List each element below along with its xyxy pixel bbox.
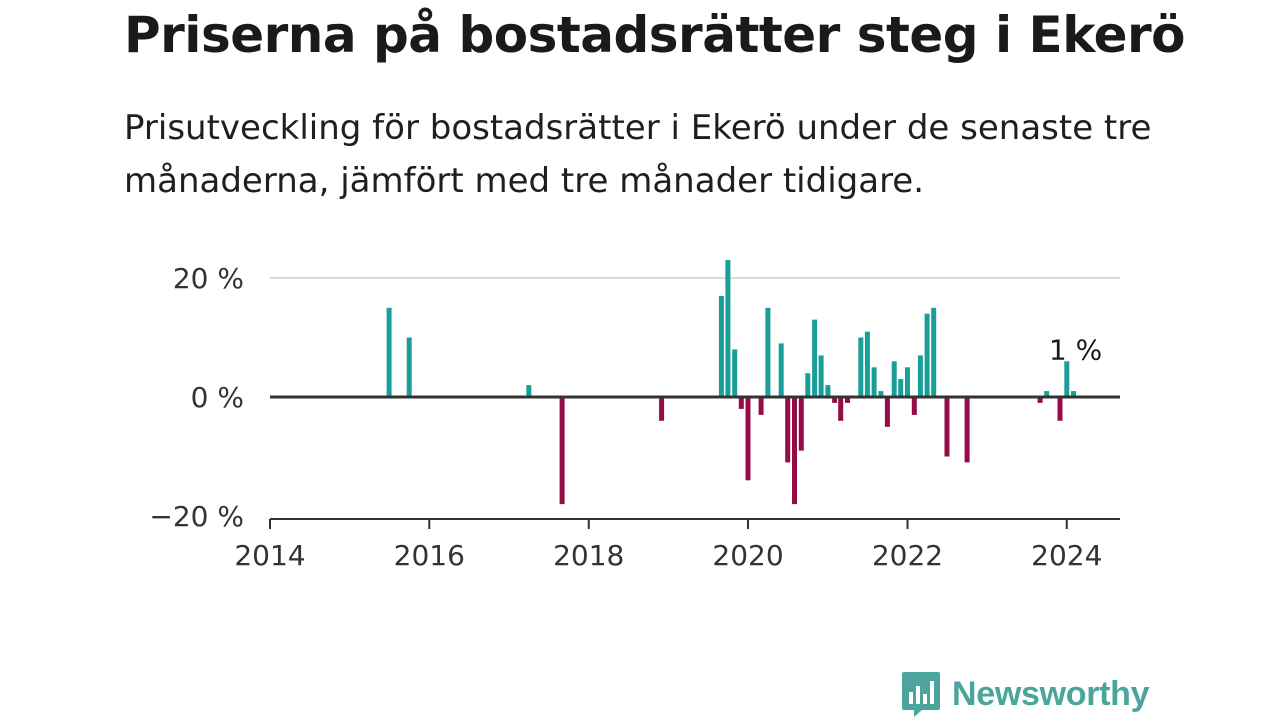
chart-subtitle: Prisutveckling för bostadsrätter i Ekerö… — [124, 108, 1152, 201]
bar — [792, 397, 797, 505]
bar — [871, 367, 877, 398]
bar — [812, 319, 818, 397]
bar — [745, 397, 751, 481]
bar — [778, 343, 784, 397]
bar — [1044, 391, 1050, 397]
bar — [785, 397, 791, 463]
newsworthy-logo-text: Newsworthy — [952, 674, 1150, 713]
bar — [898, 379, 904, 397]
y-tick-label: 20 % — [173, 262, 244, 295]
newsworthy-logo-icon — [902, 672, 940, 717]
bar — [838, 397, 844, 421]
bar — [559, 397, 565, 505]
x-tick-label: 2014 — [234, 539, 305, 572]
bar — [878, 391, 884, 397]
bar — [1064, 361, 1070, 397]
bar — [931, 307, 937, 398]
bar — [386, 307, 392, 398]
x-tick-label: 2022 — [872, 539, 943, 572]
x-tick-label: 2016 — [394, 539, 465, 572]
bar — [1057, 397, 1063, 421]
latest-value-label: 1 % — [1049, 333, 1102, 366]
x-tick-label: 2020 — [712, 539, 783, 572]
bar — [825, 385, 831, 397]
bar — [845, 397, 850, 403]
bar — [924, 313, 930, 397]
bar — [917, 355, 923, 397]
bar — [884, 397, 890, 427]
x-tick-label: 2024 — [1031, 539, 1102, 572]
bar — [725, 260, 731, 397]
bar — [526, 385, 532, 397]
bar — [818, 355, 824, 397]
bar — [911, 397, 917, 415]
bar — [765, 307, 771, 398]
y-tick-label: 0 % — [191, 381, 244, 414]
bar — [891, 361, 897, 397]
bar — [718, 295, 724, 397]
y-tick-label: −20 % — [149, 500, 244, 533]
bar — [406, 337, 412, 397]
bar — [1037, 397, 1043, 403]
bar — [832, 397, 838, 403]
bar — [738, 397, 744, 409]
bar — [858, 337, 864, 397]
bar — [798, 397, 804, 451]
bar — [805, 373, 811, 397]
bar — [905, 367, 910, 398]
bar — [659, 397, 665, 421]
bar — [964, 397, 970, 463]
bar — [758, 397, 764, 415]
bar — [1071, 391, 1076, 397]
bar — [864, 331, 870, 397]
newsworthy-logo: Newsworthy — [900, 670, 1150, 718]
bar — [732, 349, 738, 397]
x-tick-label: 2018 — [553, 539, 624, 572]
bar — [944, 397, 950, 457]
chart-title: Priserna på bostadsrätter steg i Ekerö — [124, 6, 1186, 64]
